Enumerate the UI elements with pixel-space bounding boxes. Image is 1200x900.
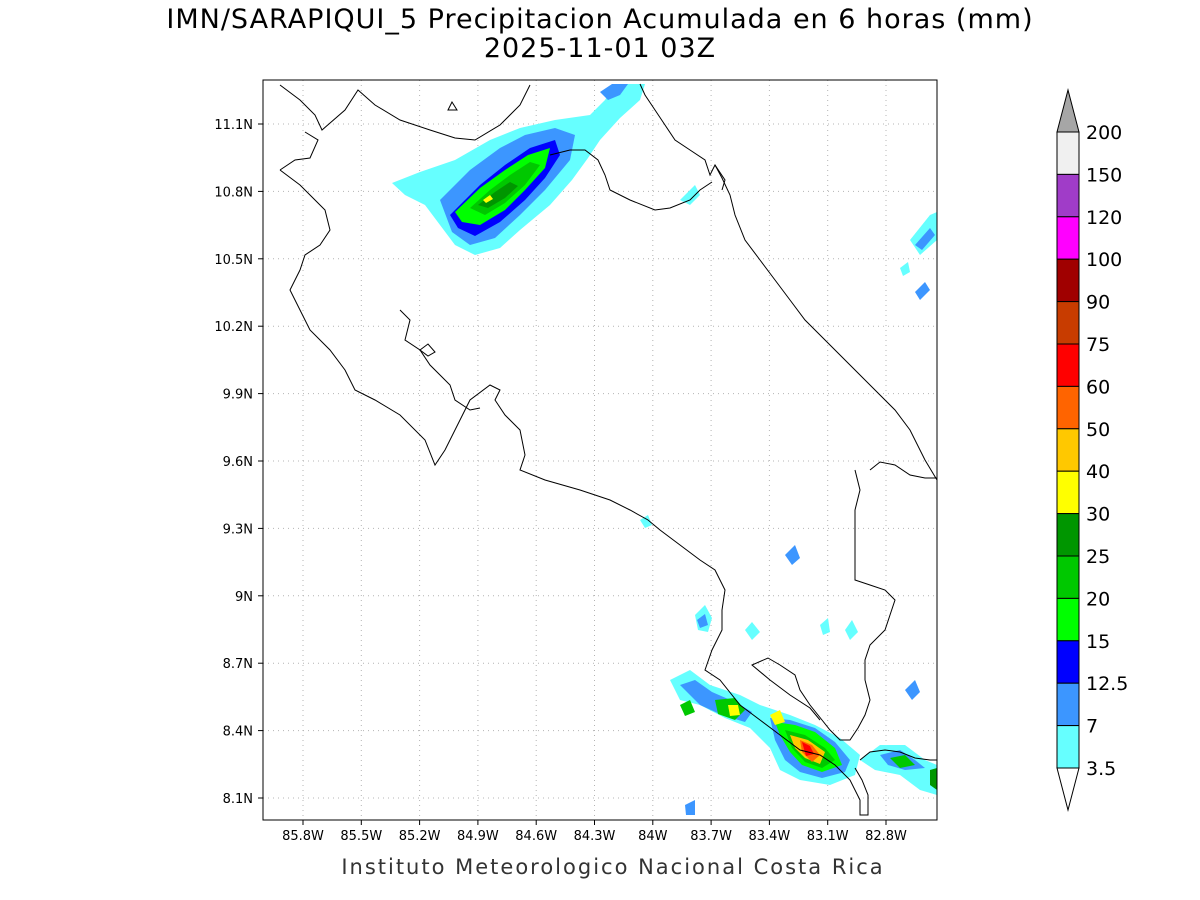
lat-label: 11.1N	[214, 118, 253, 133]
lon-label: 84.9W	[457, 829, 499, 844]
chart-subtitle-date: 2025-11-01 03Z	[483, 33, 717, 64]
colorbar-swatch	[1056, 725, 1080, 769]
map-background	[263, 80, 937, 820]
colorbar-label: 7	[1086, 716, 1098, 738]
chart-title: IMN/SARAPIQUI_5 Precipitacion Acumulada …	[166, 4, 1034, 35]
colorbar-swatch	[1056, 343, 1080, 387]
lat-label: 8.4N	[223, 725, 253, 740]
colorbar-label: 15	[1086, 631, 1110, 653]
lat-label: 9.3N	[223, 522, 253, 537]
longitude-axis-labels: 85.8W 85.5W 85.2W 84.9W 84.6W 84.3W 84W 83.7W 83…	[282, 820, 907, 844]
colorbar-swatch	[1056, 385, 1080, 430]
colorbar-swatch	[1056, 258, 1080, 303]
colorbar-label: 12.5	[1086, 673, 1128, 695]
colorbar-swatch	[1056, 682, 1080, 727]
colorbar-label: 25	[1086, 546, 1110, 568]
coastlines	[279, 83, 938, 816]
precip-area-north	[392, 84, 937, 300]
lat-label: 10.8N	[214, 185, 253, 200]
colorbar-label: 90	[1086, 292, 1110, 314]
precip-area-south	[640, 515, 937, 815]
colorbar-swatch	[1056, 470, 1080, 515]
lat-label: 9N	[235, 590, 253, 605]
colorbar-swatch	[1056, 428, 1080, 472]
colorbar-label: 30	[1086, 504, 1110, 526]
lon-label: 85.8W	[282, 829, 324, 844]
lon-label: 83.4W	[748, 829, 790, 844]
lon-label: 85.5W	[340, 829, 382, 844]
lat-label: 9.9N	[223, 388, 253, 403]
colorbar-label: 200	[1086, 122, 1122, 144]
precip-colorbar: 200 150 120 100 90 75 60 50 40 30 25 20 15 12.5 7 3.5	[1056, 88, 1128, 812]
colorbar-swatch	[1056, 131, 1080, 175]
colorbar-swatch	[1056, 513, 1080, 557]
map-gridlines	[263, 80, 937, 820]
lon-label: 84W	[638, 829, 668, 844]
lat-label: 8.7N	[223, 657, 253, 672]
lon-label: 84.6W	[515, 829, 557, 844]
colorbar-label: 75	[1086, 334, 1110, 356]
colorbar-label: 50	[1086, 419, 1110, 441]
lon-label: 83.7W	[690, 829, 732, 844]
colorbar-swatch	[1056, 555, 1080, 599]
colorbar-bottom-arrow	[1056, 767, 1080, 812]
colorbar-swatch	[1056, 640, 1080, 684]
colorbar-swatch	[1056, 597, 1080, 642]
colorbar-top-arrow	[1056, 88, 1080, 133]
lon-label: 83.1W	[807, 829, 849, 844]
lat-label: 10.5N	[214, 253, 253, 268]
colorbar-label: 100	[1086, 249, 1122, 271]
colorbar-label: 120	[1086, 207, 1122, 229]
colorbar-swatch	[1056, 216, 1080, 260]
colorbar-label: 60	[1086, 376, 1110, 398]
colorbar-label: 20	[1086, 588, 1110, 610]
lat-label: 9.6N	[223, 455, 253, 470]
colorbar-swatch	[1056, 301, 1080, 345]
lon-label: 85.2W	[399, 829, 441, 844]
colorbar-label: 40	[1086, 461, 1110, 483]
map-frame	[262, 79, 938, 821]
colorbar-swatch	[1056, 173, 1080, 218]
colorbar-label: 150	[1086, 164, 1122, 186]
lat-label: 10.2N	[214, 320, 253, 335]
latitude-axis-labels: 11.1N 10.8N 10.5N 10.2N 9.9N 9.6N 9.3N 9N 8.7N 8.…	[214, 118, 263, 807]
lat-label: 8.1N	[223, 792, 253, 807]
map-panel: 11.1N 10.8N 10.5N 10.2N 9.9N 9.6N 9.3N 9N 8.7N 8.…	[214, 79, 938, 844]
lon-label: 84.3W	[574, 829, 616, 844]
lon-label: 82.8W	[865, 829, 907, 844]
footer-credit: Instituto Meteorologico Nacional Costa R…	[341, 855, 885, 879]
colorbar-label: 3.5	[1086, 758, 1116, 780]
